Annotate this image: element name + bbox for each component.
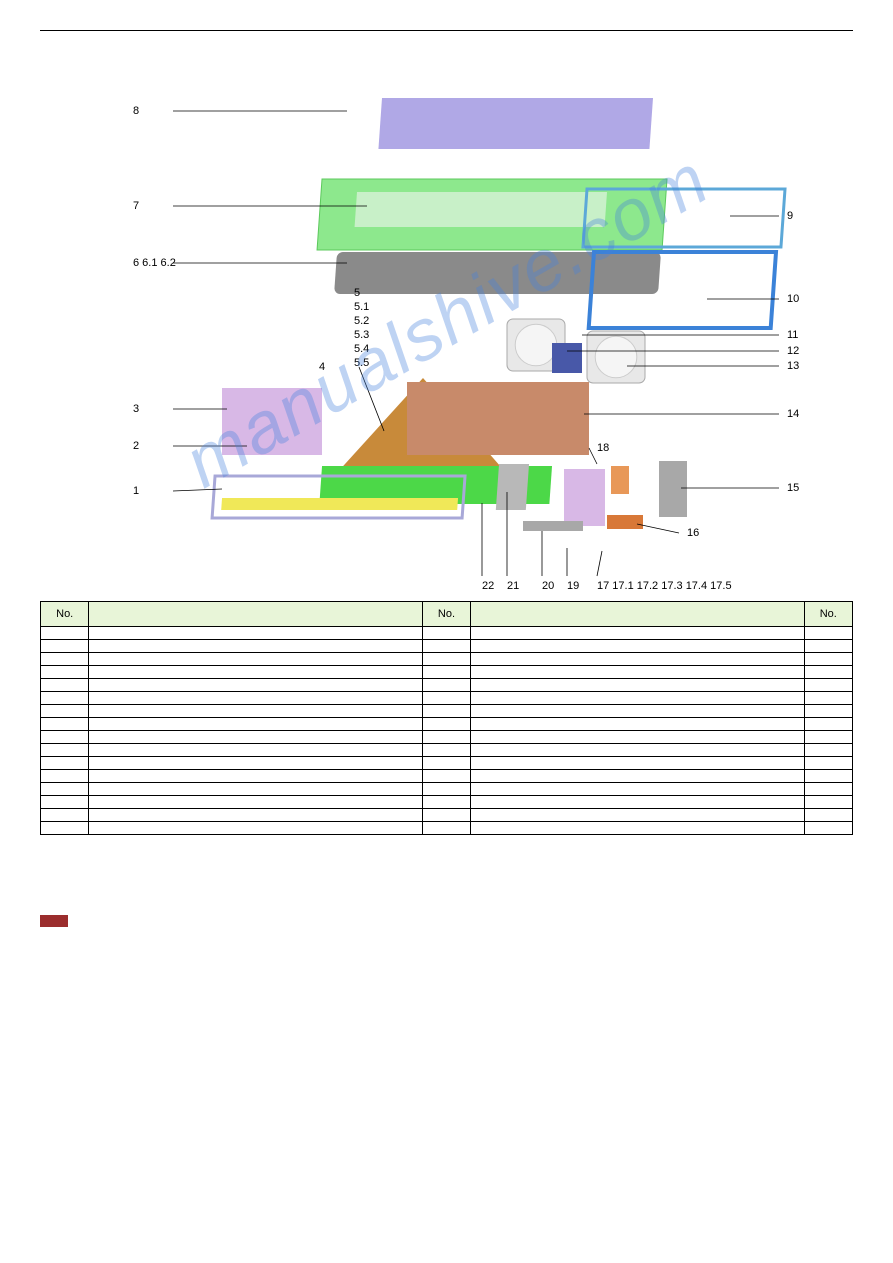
svg-text:13: 13 — [787, 360, 799, 372]
table-header — [471, 602, 804, 627]
table-row — [41, 718, 853, 731]
svg-text:2: 2 — [133, 440, 139, 452]
svg-text:14: 14 — [787, 408, 799, 420]
svg-text:7: 7 — [133, 200, 139, 212]
table-row — [41, 627, 853, 640]
table-header — [89, 602, 422, 627]
svg-text:1: 1 — [133, 485, 139, 497]
svg-text:8: 8 — [133, 105, 139, 117]
header-divider — [40, 30, 853, 31]
table-row — [41, 692, 853, 705]
table-row — [41, 783, 853, 796]
table-row — [41, 705, 853, 718]
table-row — [41, 757, 853, 770]
table-row — [41, 666, 853, 679]
svg-text:6 6.1 6.2: 6 6.1 6.2 — [133, 257, 176, 269]
svg-text:10: 10 — [787, 293, 799, 305]
parts-table: No. No. No. — [40, 601, 853, 835]
table-row — [41, 731, 853, 744]
svg-text:19: 19 — [567, 580, 579, 591]
page-footer — [40, 915, 853, 927]
svg-text:9: 9 — [787, 210, 793, 222]
table-row — [41, 770, 853, 783]
svg-text:15: 15 — [787, 482, 799, 494]
table-row — [41, 640, 853, 653]
diagram-svg: 876 6.1 6.255.15.25.35.45.54321910111213… — [67, 51, 827, 591]
svg-text:17 17.1 17.2 17.3 17.4 17.5: 17 17.1 17.2 17.3 17.4 17.5 — [597, 580, 732, 591]
svg-text:5.4: 5.4 — [354, 343, 369, 355]
table-row — [41, 744, 853, 757]
exploded-diagram: manualshive.com 876 6.1 6.255.15.25.35.4… — [67, 51, 827, 591]
table-row — [41, 796, 853, 809]
svg-text:20: 20 — [542, 580, 554, 591]
svg-text:5.5: 5.5 — [354, 357, 369, 369]
table-row — [41, 822, 853, 835]
table-row — [41, 679, 853, 692]
svg-text:18: 18 — [597, 442, 609, 454]
svg-text:5: 5 — [354, 287, 360, 299]
svg-text:22: 22 — [482, 580, 494, 591]
table-row — [41, 653, 853, 666]
svg-text:11: 11 — [787, 329, 798, 341]
svg-text:5.3: 5.3 — [354, 329, 369, 341]
svg-text:12: 12 — [787, 345, 799, 357]
svg-text:3: 3 — [133, 403, 139, 415]
svg-text:5.1: 5.1 — [354, 301, 369, 313]
table-header: No. — [422, 602, 470, 627]
svg-text:4: 4 — [319, 361, 325, 373]
table-header: No. — [804, 602, 852, 627]
table-row — [41, 809, 853, 822]
page-number-badge — [40, 915, 68, 927]
table-header: No. — [41, 602, 89, 627]
svg-text:16: 16 — [687, 527, 699, 539]
svg-text:21: 21 — [507, 580, 519, 591]
svg-text:5.2: 5.2 — [354, 315, 369, 327]
